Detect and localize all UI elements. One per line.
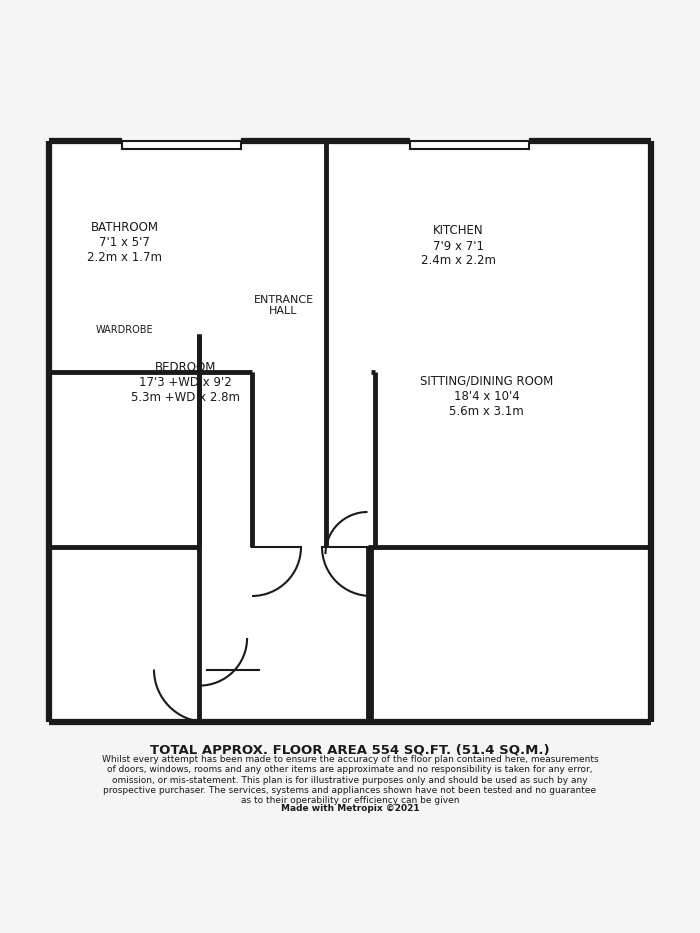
- Text: BEDROOM
17'3 +WD x 9'2
5.3m +WD x 2.8m: BEDROOM 17'3 +WD x 9'2 5.3m +WD x 2.8m: [131, 361, 240, 404]
- Text: KITCHEN
7'9 x 7'1
2.4m x 2.2m: KITCHEN 7'9 x 7'1 2.4m x 2.2m: [421, 225, 496, 268]
- Text: BATHROOM
7'1 x 5'7
2.2m x 1.7m: BATHROOM 7'1 x 5'7 2.2m x 1.7m: [87, 221, 162, 264]
- Bar: [49, 333, 199, 722]
- Bar: [326, 141, 651, 547]
- Text: Whilst every attempt has been made to ensure the accuracy of the floor plan cont: Whilst every attempt has been made to en…: [102, 755, 598, 805]
- Bar: [49, 141, 326, 547]
- Text: TOTAL APPROX. FLOOR AREA 554 SQ.FT. (51.4 SQ.M.): TOTAL APPROX. FLOOR AREA 554 SQ.FT. (51.…: [150, 744, 550, 757]
- Text: Made with Metropix ©2021: Made with Metropix ©2021: [281, 803, 419, 813]
- Text: SITTING/DINING ROOM
18'4 x 10'4
5.6m x 3.1m: SITTING/DINING ROOM 18'4 x 10'4 5.6m x 3…: [420, 375, 553, 418]
- Text: WARDROBE: WARDROBE: [96, 325, 153, 335]
- Bar: [368, 333, 651, 722]
- Bar: [199, 333, 368, 722]
- Text: ENTRANCE
HALL: ENTRANCE HALL: [253, 295, 314, 316]
